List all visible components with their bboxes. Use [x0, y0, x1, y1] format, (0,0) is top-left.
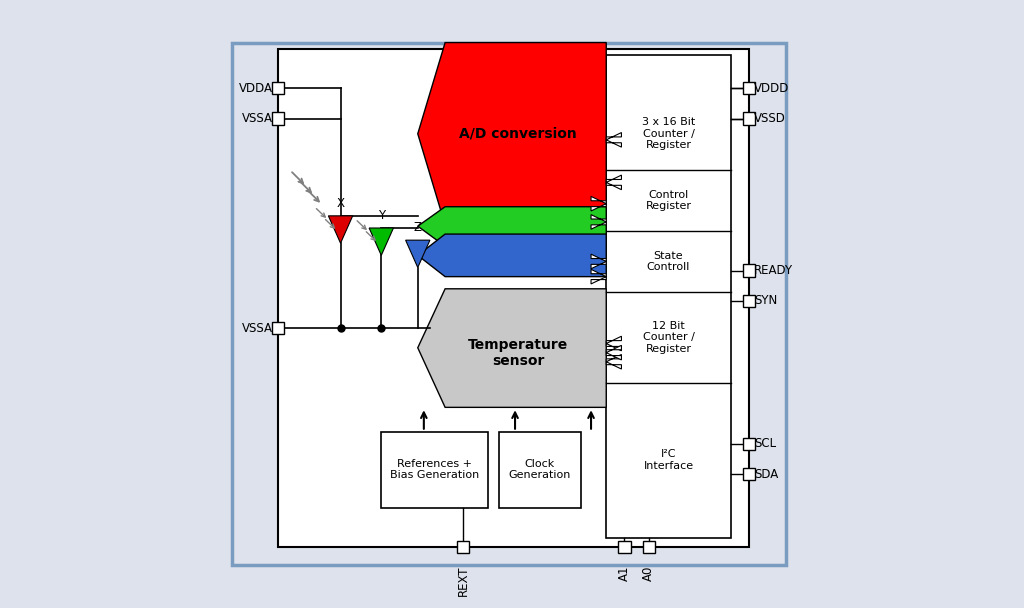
Text: VSSA: VSSA [242, 322, 273, 335]
Text: Control
Register: Control Register [645, 190, 691, 212]
Polygon shape [418, 207, 606, 246]
Polygon shape [418, 234, 606, 277]
Polygon shape [369, 228, 393, 255]
Bar [458, 541, 469, 553]
Text: Clock
Generation: Clock Generation [509, 459, 570, 480]
Text: I²C
Interface: I²C Interface [643, 449, 693, 471]
Text: A/D conversion: A/D conversion [459, 126, 577, 141]
Text: SCL: SCL [754, 437, 776, 451]
Text: 12 Bit
Counter /
Register: 12 Bit Counter / Register [643, 321, 694, 354]
Text: REXT: REXT [457, 565, 470, 596]
Text: VSSD: VSSD [754, 112, 785, 125]
Bar [271, 82, 284, 94]
Text: Y: Y [378, 209, 385, 222]
Text: X: X [337, 197, 344, 210]
Polygon shape [606, 336, 622, 351]
Bar [743, 112, 755, 125]
Bar [618, 541, 631, 553]
Bar [381, 432, 487, 508]
Bar [606, 55, 731, 538]
Polygon shape [606, 354, 622, 369]
Text: A0: A0 [642, 565, 655, 581]
Polygon shape [329, 216, 352, 243]
Bar [643, 541, 655, 553]
Text: SDA: SDA [754, 468, 778, 481]
Text: State
Controll: State Controll [647, 250, 690, 272]
Bar [743, 295, 755, 307]
Text: SYN: SYN [754, 294, 777, 308]
Bar [499, 432, 581, 508]
Text: VDDA: VDDA [239, 81, 273, 95]
Polygon shape [591, 254, 606, 269]
Polygon shape [418, 43, 606, 225]
Bar [743, 468, 755, 480]
Polygon shape [406, 240, 430, 268]
Text: A1: A1 [617, 565, 631, 581]
Polygon shape [418, 289, 606, 407]
Text: Temperature
sensor: Temperature sensor [468, 337, 568, 368]
Text: Z: Z [414, 221, 422, 234]
Bar [232, 43, 785, 565]
Bar [278, 49, 750, 547]
Polygon shape [591, 215, 606, 229]
Polygon shape [591, 269, 606, 284]
Polygon shape [606, 345, 622, 360]
Bar [743, 264, 755, 277]
Text: 3 x 16 Bit
Counter /
Register: 3 x 16 Bit Counter / Register [642, 117, 695, 150]
Text: READY: READY [754, 264, 794, 277]
Polygon shape [606, 133, 622, 147]
Text: VSSA: VSSA [242, 112, 273, 125]
Bar [743, 438, 755, 450]
Polygon shape [591, 196, 606, 211]
Bar [743, 82, 755, 94]
Bar [271, 112, 284, 125]
Text: VDDD: VDDD [754, 81, 790, 95]
Bar [271, 322, 284, 334]
Text: References +
Bias Generation: References + Bias Generation [390, 459, 479, 480]
Polygon shape [606, 175, 622, 190]
